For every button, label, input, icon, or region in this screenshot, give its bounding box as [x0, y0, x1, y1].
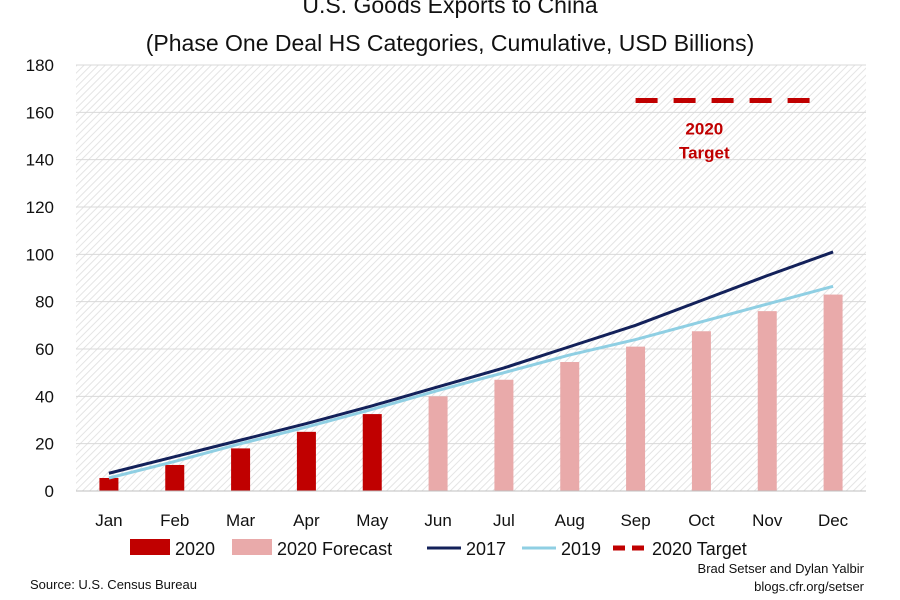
bar-2020 — [99, 477, 119, 491]
credit-authors: Brad Setser and Dylan Yalbir — [697, 561, 864, 576]
target-annotation-line1: 2020 — [685, 120, 723, 139]
y-tick-label: 20 — [35, 435, 54, 454]
legend-label: 2019 — [561, 539, 601, 559]
plot-area — [76, 65, 866, 491]
x-tick-label: Mar — [226, 511, 256, 530]
x-tick-label: Jun — [424, 511, 451, 530]
x-tick-label: May — [356, 511, 389, 530]
line-series-2019 — [108, 284, 834, 480]
y-tick-label: 180 — [26, 56, 54, 75]
y-axis: 0 20 40 60 80 100 120 140 160 180 — [26, 56, 54, 501]
target-annotation-line2: Target — [679, 144, 730, 163]
legend-swatch — [130, 539, 170, 555]
x-tick-label: Jul — [493, 511, 515, 530]
y-tick-label: 80 — [35, 293, 54, 312]
x-tick-label: Apr — [293, 511, 320, 530]
y-tick-label: 0 — [45, 482, 54, 501]
y-tick-label: 100 — [26, 245, 54, 264]
y-tick-label: 120 — [26, 198, 54, 217]
lines — [108, 250, 834, 480]
x-tick-label: Jan — [95, 511, 122, 530]
credit-note: Brad Setser and Dylan Yalbir blogs.cfr.o… — [698, 560, 864, 596]
y-tick-label: 40 — [35, 387, 54, 406]
bar-2020-forecast — [428, 396, 448, 491]
y-tick-label: 140 — [26, 151, 54, 170]
legend: 2020 2020 Forecast 2017 2019 2020 Target — [130, 539, 747, 559]
bar-2020-forecast — [691, 331, 711, 491]
gridlines — [76, 64, 866, 445]
y-tick-label: 60 — [35, 340, 54, 359]
x-tick-label: Sep — [620, 511, 650, 530]
line-series-2017 — [108, 250, 834, 475]
bar-2020-forecast — [823, 294, 843, 491]
credit-url: blogs.cfr.org/setser — [754, 579, 864, 594]
legend-label: 2020 Forecast — [277, 539, 392, 559]
bar-2020-forecast — [757, 311, 777, 491]
legend-swatch — [232, 539, 272, 555]
y-tick-label: 160 — [26, 103, 54, 122]
source-note: Source: U.S. Census Bureau — [30, 577, 197, 592]
chart-title: U.S. Goods Exports to China — [302, 0, 598, 18]
x-tick-label: Feb — [160, 511, 189, 530]
bar-2020 — [296, 431, 316, 491]
bar-2020 — [165, 464, 185, 491]
bar-2020-forecast — [626, 346, 646, 491]
x-tick-label: Aug — [555, 511, 585, 530]
bars — [99, 294, 843, 491]
bar-2020-forecast — [560, 362, 580, 491]
chart-subtitle: (Phase One Deal HS Categories, Cumulativ… — [145, 30, 755, 56]
x-axis: Jan Feb Mar Apr May Jun Jul Aug Sep Oct Nov Dec — [95, 511, 848, 530]
legend-label: 2020 — [175, 539, 215, 559]
x-tick-label: Nov — [752, 511, 783, 530]
x-tick-label: Oct — [688, 511, 715, 530]
bar-2020 — [231, 448, 251, 491]
bar-2020-forecast — [494, 379, 514, 491]
bar-2020 — [362, 414, 382, 491]
x-tick-label: Dec — [818, 511, 849, 530]
legend-label: 2017 — [466, 539, 506, 559]
legend-label: 2020 Target — [652, 539, 747, 559]
